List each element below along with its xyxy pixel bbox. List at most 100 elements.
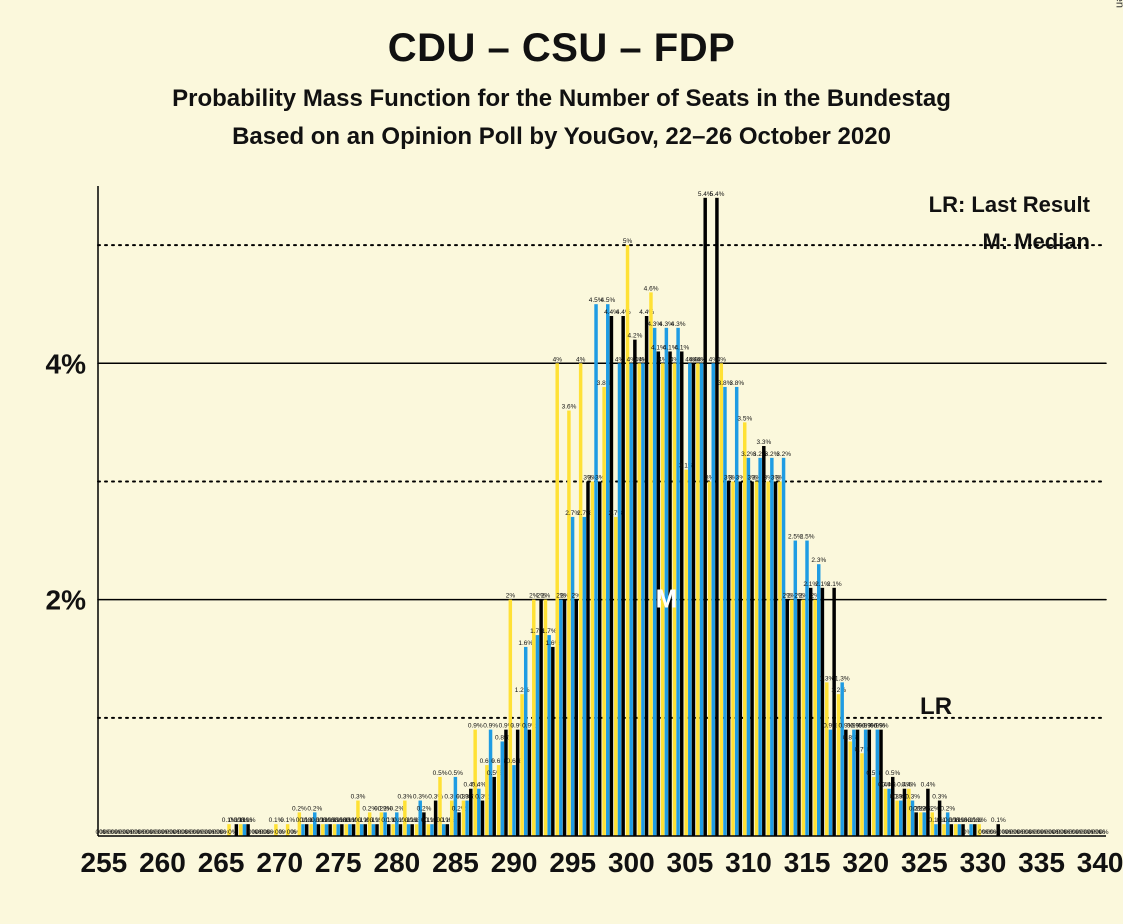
bar-value-label: 4.5% xyxy=(600,297,615,304)
bar-black xyxy=(457,812,460,836)
bar-blue xyxy=(840,682,843,836)
x-axis-label: 265 xyxy=(198,847,245,878)
bar-value-label: 4% xyxy=(717,356,727,363)
bar-value-label: 0.9% xyxy=(483,723,498,730)
bar-black xyxy=(481,801,484,836)
bar-value-label: 4.2% xyxy=(628,333,643,340)
bar-value-label: 0.5% xyxy=(433,770,448,777)
bar-value-label: 4.3% xyxy=(671,321,686,328)
bar-value-label: 0.2% xyxy=(925,805,940,812)
chart-subtitle-1: Probability Mass Function for the Number… xyxy=(0,85,1123,113)
bar-value-label: 0.9% xyxy=(874,723,889,730)
bar-yellow xyxy=(567,411,570,836)
bar-value-label: 3.2% xyxy=(776,451,791,458)
bar-value-label: 1.2% xyxy=(515,687,530,694)
bar-value-label: 3.6% xyxy=(562,404,577,411)
bar-yellow xyxy=(427,824,430,836)
bar-blue xyxy=(829,730,832,836)
bar-black xyxy=(387,824,390,836)
bar-value-label: 5% xyxy=(623,238,633,245)
bar-blue xyxy=(618,363,621,836)
bar-value-label: 1.6% xyxy=(518,640,533,647)
bar-yellow xyxy=(415,824,418,836)
bar-value-label: 2.1% xyxy=(827,581,842,588)
bar-value-label: 0.1% xyxy=(972,817,987,824)
bar-yellow xyxy=(579,363,582,836)
bar-yellow xyxy=(837,694,840,836)
bar-black xyxy=(739,481,742,836)
bar-value-label: 0.2% xyxy=(292,805,307,812)
bar-yellow xyxy=(919,812,922,836)
bar-yellow xyxy=(884,789,887,836)
bar-black xyxy=(598,481,601,836)
bar-black xyxy=(950,824,953,836)
bar-yellow xyxy=(720,363,723,836)
bar-blue xyxy=(512,765,515,836)
bar-black xyxy=(680,351,683,836)
bar-value-label: 3.8% xyxy=(597,380,612,387)
bar-yellow xyxy=(649,292,652,836)
bar-blue xyxy=(465,801,468,836)
bar-blue xyxy=(606,304,609,836)
chart-title: CDU – CSU – FDP xyxy=(0,26,1123,71)
bar-blue xyxy=(817,564,820,836)
bar-black xyxy=(692,363,695,836)
bar-black xyxy=(973,824,976,836)
bar-black xyxy=(305,824,308,836)
x-axis-label: 330 xyxy=(960,847,1007,878)
bar-black xyxy=(528,730,531,836)
bar-value-label: 4.1% xyxy=(674,344,689,351)
bar-blue xyxy=(360,824,363,836)
x-axis-label: 270 xyxy=(256,847,303,878)
bar-value-label: 0.1% xyxy=(991,817,1006,824)
bar-value-label: 0.1% xyxy=(241,817,256,824)
titles-block: CDU – CSU – FDP Probability Mass Functio… xyxy=(0,0,1123,151)
bar-yellow xyxy=(813,600,816,836)
bar-value-label: 2.7% xyxy=(577,510,592,517)
bar-value-label: 0.1% xyxy=(280,817,295,824)
bar-value-label: 0.7% xyxy=(855,746,870,753)
bar-value-label: 3.5% xyxy=(737,415,752,422)
bar-value-label: 0.3% xyxy=(398,794,413,801)
x-axis-label: 285 xyxy=(432,847,479,878)
x-axis-label: 300 xyxy=(608,847,655,878)
bar-yellow xyxy=(696,363,699,836)
bar-value-label: 1.3% xyxy=(835,675,850,682)
bar-blue xyxy=(770,458,773,836)
bar-black xyxy=(375,824,378,836)
bar-yellow xyxy=(438,777,441,836)
bar-value-label: 0.8% xyxy=(495,734,510,741)
bar-value-label: 0.9% xyxy=(468,723,483,730)
bar-blue xyxy=(969,824,972,836)
bar-yellow xyxy=(638,363,641,836)
bar-black xyxy=(563,600,566,836)
bar-blue xyxy=(723,387,726,836)
bar-blue xyxy=(934,824,937,836)
bar-value-label: 4% xyxy=(576,356,586,363)
bar-black xyxy=(844,730,847,836)
bar-value-label: 0.6% xyxy=(491,758,506,765)
bar-yellow xyxy=(614,517,617,836)
bar-value-label: 0.2% xyxy=(940,805,955,812)
bar-black xyxy=(469,789,472,836)
bar-black xyxy=(633,340,636,836)
bar-blue xyxy=(922,812,925,836)
bar-blue xyxy=(442,824,445,836)
bar-value-label: 0.5% xyxy=(866,770,881,777)
bar-yellow xyxy=(860,753,863,836)
bar-yellow xyxy=(954,824,957,836)
last-result-marker-label: LR xyxy=(920,693,952,720)
copyright-text: © 2020 Filip van Laenen xyxy=(1113,0,1123,8)
chart-page: { "title": "CDU – CSU – FDP", "subtitle1… xyxy=(0,0,1123,924)
x-axis-label: 320 xyxy=(842,847,889,878)
bar-black xyxy=(750,481,753,836)
bar-yellow xyxy=(239,824,242,836)
bar-blue xyxy=(712,363,715,836)
bar-yellow xyxy=(509,600,512,836)
bar-value-label: 2.7% xyxy=(608,510,623,517)
bar-value-label: 3.1% xyxy=(679,463,694,470)
bar-blue xyxy=(489,730,492,836)
bar-black xyxy=(446,824,449,836)
bar-black xyxy=(891,777,894,836)
bar-value-label: 4% xyxy=(553,356,563,363)
